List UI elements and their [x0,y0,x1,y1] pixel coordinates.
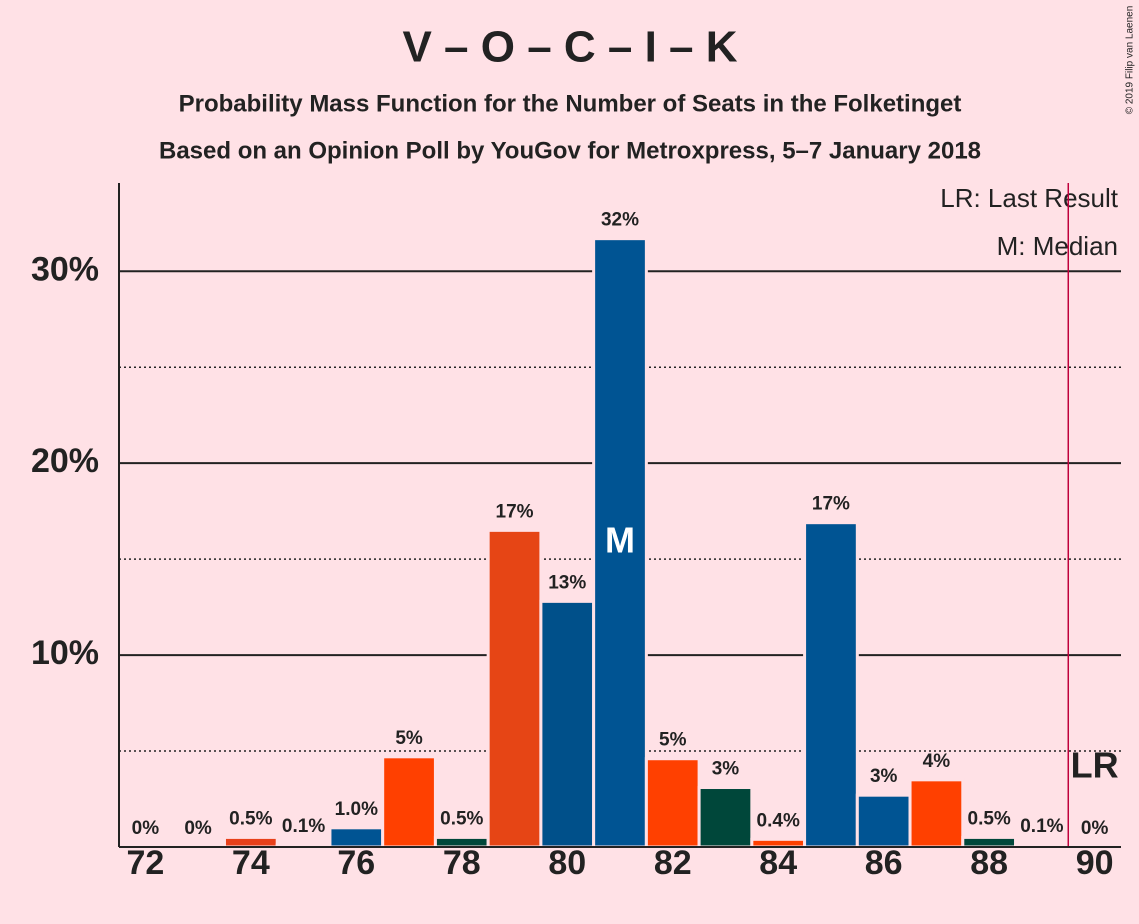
copyright: © 2019 Filip van Laenen [1125,6,1136,115]
bar [433,835,490,849]
bar [222,835,279,849]
value-label: 0.1% [282,816,325,837]
median-marker: M [605,519,635,560]
y-tick-label: 10% [31,634,99,672]
value-label: 0% [184,818,212,839]
chart-subtitle: Probability Mass Function for the Number… [179,90,962,117]
value-label: 3% [870,766,898,787]
x-tick-label: 80 [548,844,586,882]
bar [592,237,648,849]
legend-entry: LR: Last Result [940,183,1119,213]
value-label: 0.1% [1020,816,1063,837]
y-tick-label: 20% [31,442,99,480]
bar [803,521,859,849]
y-tick-label: 30% [31,250,99,288]
x-tick-label: 88 [970,844,1008,882]
value-label: 0.5% [968,808,1011,829]
value-label: 1.0% [335,799,378,820]
value-label: 5% [659,730,687,751]
value-label: 4% [923,751,951,772]
bar [908,778,965,849]
chart-title: V – O – C – I – K [402,23,737,72]
value-label: 3% [712,759,740,780]
bar [750,837,807,849]
bar [381,755,437,849]
bar [644,757,701,849]
bar [961,835,1018,849]
x-tick-label: 82 [654,844,692,882]
value-label: 17% [812,494,850,515]
bar [697,786,754,849]
bar [855,793,912,849]
x-tick-label: 74 [232,844,270,882]
x-tick-label: 72 [126,844,164,882]
value-label: 5% [395,728,423,749]
legend-entry: M: Median [997,231,1118,261]
x-tick-label: 84 [759,844,797,882]
value-label: 13% [548,572,586,593]
x-tick-label: 78 [443,844,481,882]
value-label: 0% [1081,818,1109,839]
value-label: 0.5% [440,808,483,829]
x-tick-label: 86 [865,844,903,882]
value-label: 0.4% [757,810,800,831]
chart-subtitle: Based on an Opinion Poll by YouGov for M… [159,137,981,164]
value-label: 0.5% [229,808,272,829]
bar [539,599,596,849]
x-tick-label: 90 [1076,844,1114,882]
bar [328,826,385,849]
x-tick-label: 76 [337,844,375,882]
value-label: 17% [496,501,534,522]
bar [486,528,543,849]
value-label: 32% [601,210,639,231]
last-result-marker: LR [1071,745,1119,786]
value-label: 0% [132,818,160,839]
